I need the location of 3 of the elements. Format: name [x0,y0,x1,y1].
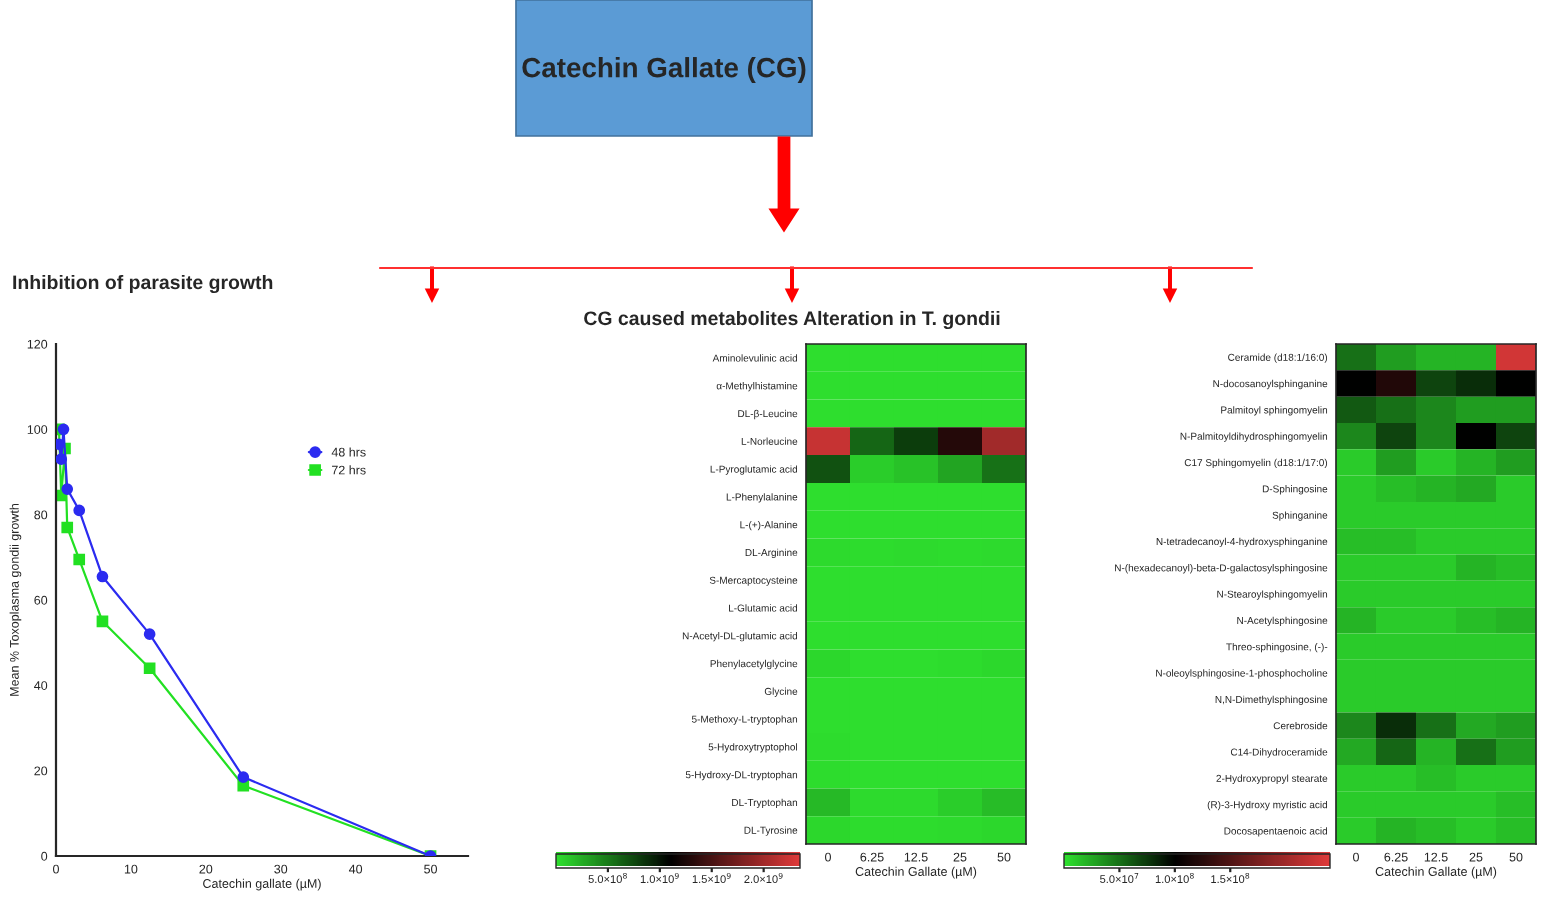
chart-title: Inhibition of parasite growth [13,274,273,294]
chart-title: CG caused metabolites Alteration in T. gondii [584,310,1000,330]
text: Catechin Gallate (CG) [522,57,806,83]
